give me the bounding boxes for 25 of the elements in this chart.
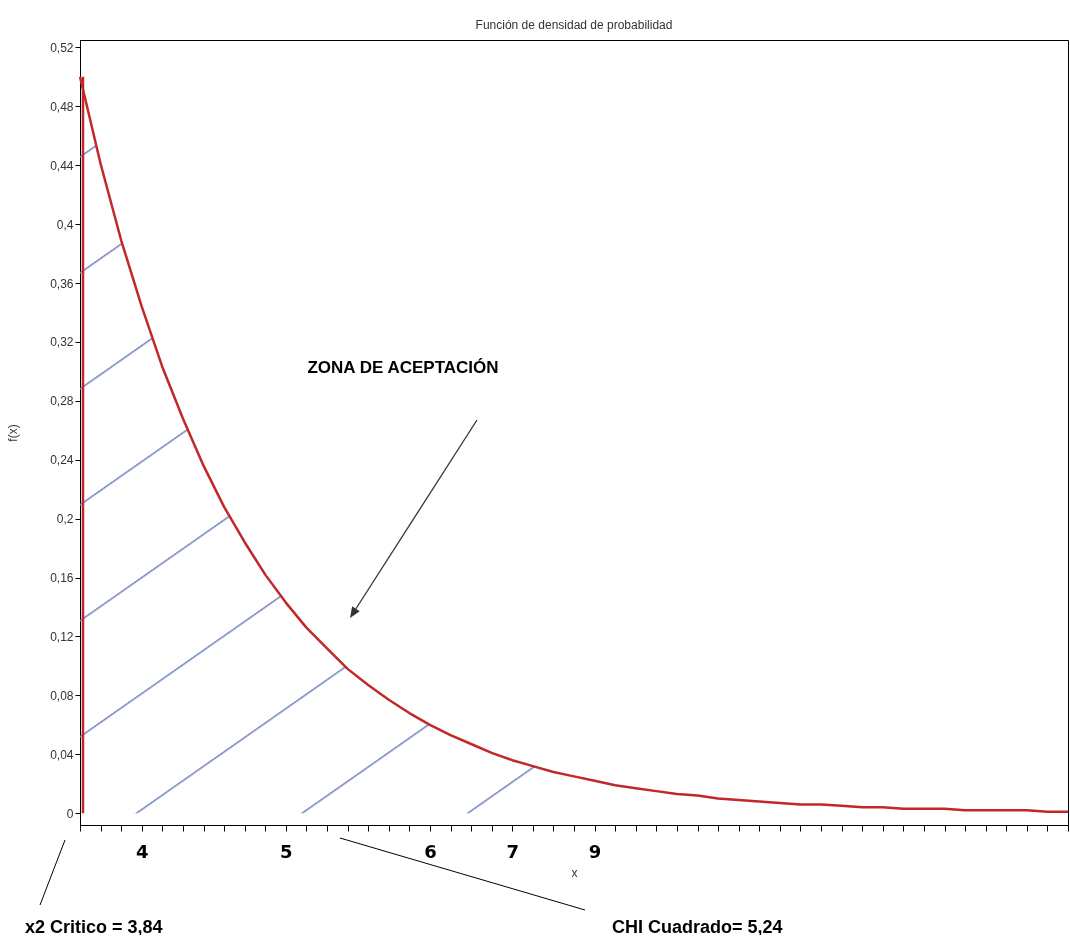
y-tick-label: 0,52 [50, 40, 74, 55]
y-axis-title: f(x) [6, 424, 21, 442]
y-tick-label: 0,04 [50, 747, 74, 762]
y-tick-label: 0 [66, 806, 74, 821]
chart-title: Función de densidad de probabilidad [475, 18, 673, 32]
x-tick-label: 6 [424, 840, 437, 862]
y-tick-label: 0,24 [50, 453, 74, 468]
y-tick-label: 0,28 [50, 394, 74, 409]
annotation: ZONA DE ACEPTACIÓN [307, 358, 499, 377]
text: CHI Cuadrado= 5,24 [612, 917, 783, 937]
y-tick-label: 0,12 [50, 629, 74, 644]
y-tick-label: 0,4 [56, 217, 74, 232]
y-tick-label: 0,36 [50, 276, 74, 291]
x-tick-label: 5 [280, 840, 293, 862]
y-tick-label: 0,44 [50, 158, 74, 173]
y-tick-label: 0,16 [50, 571, 74, 586]
x-tick-label: 4 [135, 840, 149, 862]
text: x2 Critico = 3,84 [25, 917, 163, 937]
x-tick-label: 7 [506, 840, 520, 862]
y-tick-label: 0,48 [50, 99, 74, 114]
y-tick-label: 0,2 [56, 512, 74, 527]
y-tick-label: 0,08 [50, 688, 74, 703]
y-tick-label: 0,32 [50, 335, 74, 350]
x-tick-label: 9 [588, 840, 602, 862]
x-axis-title: x [571, 865, 578, 880]
